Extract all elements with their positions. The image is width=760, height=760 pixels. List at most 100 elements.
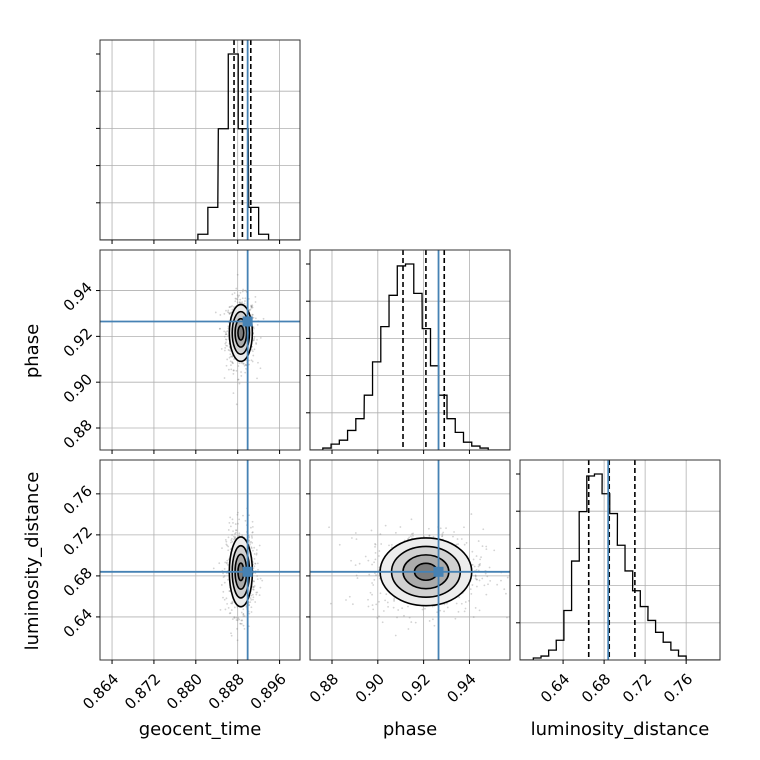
sample-point: [235, 529, 237, 532]
sample-point: [432, 618, 434, 621]
sample-point: [493, 549, 496, 552]
sample-point: [262, 317, 265, 320]
sample-point: [364, 555, 367, 558]
sample-point: [240, 375, 243, 377]
sample-point: [374, 545, 376, 548]
sample-point: [224, 333, 227, 336]
sample-point: [261, 579, 264, 582]
sample-point: [242, 362, 245, 365]
sample-point: [241, 290, 244, 293]
sample-point: [454, 617, 457, 620]
sample-point: [248, 540, 251, 543]
sample-point: [238, 362, 241, 365]
sample-point: [233, 369, 235, 372]
panel-2d-luminosity-distance-vs-phase: [310, 460, 510, 660]
sample-point: [231, 534, 234, 536]
sample-point: [485, 593, 488, 596]
sample-point: [388, 544, 390, 547]
sample-point: [250, 359, 253, 362]
sample-point: [478, 563, 481, 566]
xlabel-luminosity-distance: luminosity_distance: [531, 719, 710, 740]
sample-point: [386, 601, 389, 604]
panel-frame-luminosity-distance-hist: [519, 459, 721, 661]
sample-point: [374, 558, 377, 561]
sample-point: [412, 534, 414, 537]
sample-point: [226, 602, 229, 605]
sample-point: [241, 619, 244, 622]
sample-point: [252, 580, 255, 583]
sample-point: [254, 317, 257, 320]
xticks-geocent-time: [111, 450, 281, 454]
sample-point: [238, 532, 241, 535]
sample-point: [481, 545, 484, 548]
sample-point: [232, 369, 235, 372]
sample-point: [392, 606, 395, 609]
sample-point: [252, 596, 255, 599]
sample-point: [232, 530, 234, 533]
sample-point: [373, 578, 376, 581]
sample-point: [218, 562, 221, 565]
sample-point: [489, 579, 492, 582]
sample-point: [378, 555, 380, 557]
sample-point: [250, 535, 253, 538]
sample-point: [223, 335, 226, 338]
sample-point: [258, 594, 261, 597]
sample-point: [471, 584, 474, 586]
sample-point: [228, 590, 231, 592]
sample-point: [253, 546, 256, 549]
histogram-step-geocent-time: [100, 53, 300, 240]
sample-point: [242, 624, 245, 627]
sample-point: [458, 596, 461, 599]
sample-point: [230, 632, 232, 635]
sample-point: [477, 565, 480, 568]
sample-point: [224, 342, 227, 345]
sample-point: [219, 327, 221, 330]
sample-point: [248, 539, 250, 542]
sample-point: [465, 541, 468, 544]
sample-point: [251, 313, 254, 316]
sample-point: [223, 575, 226, 577]
sample-point: [478, 609, 481, 612]
sample-point: [228, 312, 231, 315]
sample-point: [375, 574, 377, 576]
sample-point: [252, 316, 255, 319]
sample-point: [243, 615, 246, 617]
sample-point: [252, 585, 255, 588]
sample-point: [239, 291, 242, 294]
sample-point: [232, 521, 234, 524]
sample-point: [237, 522, 239, 525]
sample-point: [241, 301, 243, 304]
sample-point: [253, 580, 255, 583]
sample-point: [234, 532, 236, 535]
sample-point: [219, 608, 222, 611]
sample-point: [248, 536, 251, 539]
sample-point: [212, 567, 215, 570]
sample-point: [222, 572, 224, 575]
sample-point: [250, 547, 253, 550]
sample-point: [243, 364, 246, 367]
sample-point: [225, 338, 228, 341]
sample-point: [233, 617, 236, 619]
sample-point: [238, 382, 241, 385]
sample-point: [222, 576, 225, 578]
sample-point: [356, 577, 359, 579]
sample-point: [214, 311, 217, 314]
sample-point: [238, 518, 241, 521]
sample-point: [233, 358, 235, 361]
sample-point: [474, 574, 477, 577]
sample-point: [410, 518, 413, 521]
sample-point: [481, 577, 484, 580]
sample-point: [250, 305, 253, 308]
sample-point: [228, 356, 231, 359]
sample-point: [223, 581, 226, 584]
sample-point: [379, 592, 382, 595]
sample-point: [414, 621, 417, 624]
sample-point: [255, 549, 258, 551]
sample-point: [367, 559, 370, 562]
sample-point: [242, 613, 245, 616]
sample-point: [254, 296, 257, 298]
sample-point: [472, 616, 475, 618]
sample-point: [354, 532, 357, 534]
sample-point: [249, 308, 252, 311]
